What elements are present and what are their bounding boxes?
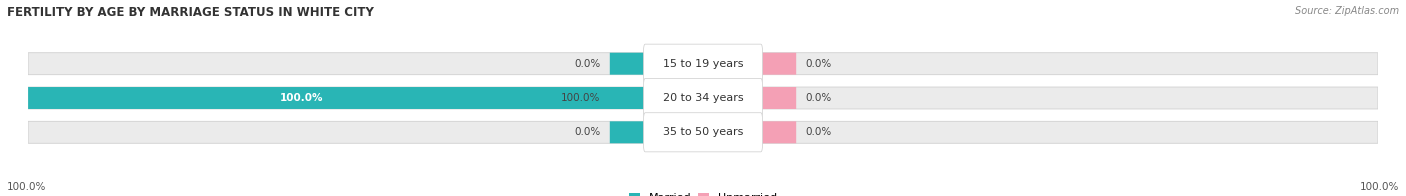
FancyBboxPatch shape <box>28 87 1378 109</box>
FancyBboxPatch shape <box>644 78 762 118</box>
FancyBboxPatch shape <box>28 87 681 109</box>
FancyBboxPatch shape <box>610 53 651 75</box>
Text: 15 to 19 years: 15 to 19 years <box>662 59 744 69</box>
Text: 100.0%: 100.0% <box>561 93 600 103</box>
Text: 0.0%: 0.0% <box>574 127 600 137</box>
FancyBboxPatch shape <box>610 121 651 143</box>
Legend: Married, Unmarried: Married, Unmarried <box>624 188 782 196</box>
FancyBboxPatch shape <box>644 113 762 152</box>
Text: 35 to 50 years: 35 to 50 years <box>662 127 744 137</box>
FancyBboxPatch shape <box>644 44 762 83</box>
FancyBboxPatch shape <box>610 87 651 109</box>
Text: Source: ZipAtlas.com: Source: ZipAtlas.com <box>1295 6 1399 16</box>
Text: 0.0%: 0.0% <box>806 127 832 137</box>
FancyBboxPatch shape <box>28 53 1378 75</box>
Text: 20 to 34 years: 20 to 34 years <box>662 93 744 103</box>
FancyBboxPatch shape <box>755 87 796 109</box>
Text: 0.0%: 0.0% <box>574 59 600 69</box>
Text: 100.0%: 100.0% <box>7 182 46 192</box>
Text: 100.0%: 100.0% <box>1360 182 1399 192</box>
Text: 0.0%: 0.0% <box>806 59 832 69</box>
FancyBboxPatch shape <box>755 121 796 143</box>
Text: FERTILITY BY AGE BY MARRIAGE STATUS IN WHITE CITY: FERTILITY BY AGE BY MARRIAGE STATUS IN W… <box>7 6 374 19</box>
Text: 100.0%: 100.0% <box>280 93 323 103</box>
Text: 0.0%: 0.0% <box>806 93 832 103</box>
FancyBboxPatch shape <box>28 121 1378 143</box>
FancyBboxPatch shape <box>755 53 796 75</box>
